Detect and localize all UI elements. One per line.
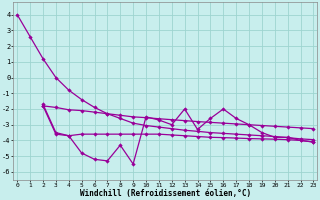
- X-axis label: Windchill (Refroidissement éolien,°C): Windchill (Refroidissement éolien,°C): [80, 189, 251, 198]
